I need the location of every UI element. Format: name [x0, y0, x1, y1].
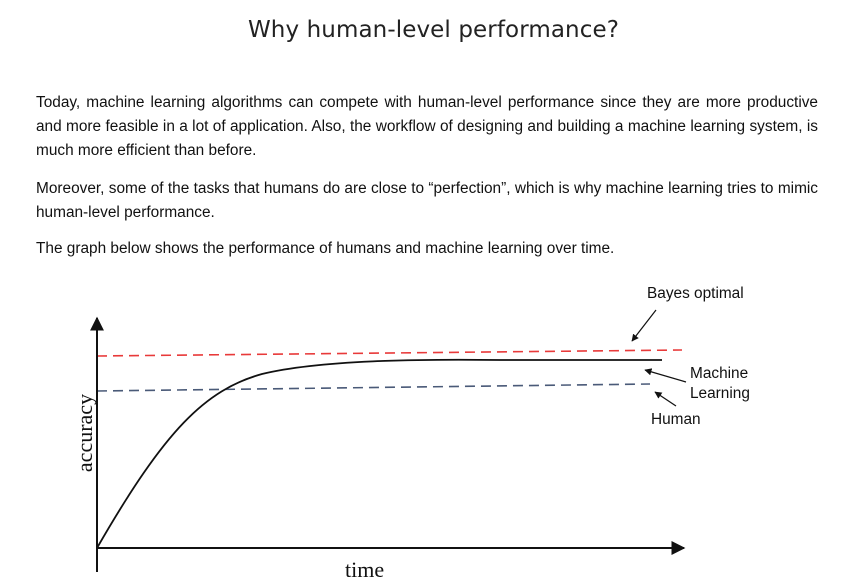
- intro-paragraph: Today, machine learning algorithms can c…: [36, 94, 818, 159]
- machine-learning-label: Machine Learning: [690, 364, 750, 404]
- human-level-line: [96, 383, 651, 392]
- perfection-paragraph: Moreover, some of the tasks that humans …: [36, 180, 818, 221]
- bayes-optimal-label: Bayes optimal: [647, 285, 744, 302]
- bayes-optimal-pointer-arrow: [631, 309, 657, 342]
- machine-learning-pointer-arrow: [644, 368, 687, 383]
- graph-intro-paragraph: The graph below shows the performance of…: [36, 240, 615, 257]
- human-label: Human: [651, 411, 701, 428]
- machine-learning-curve: [96, 358, 662, 549]
- human-pointer-arrow: [654, 391, 677, 407]
- page-title: Why human-level performance?: [247, 17, 620, 43]
- machine-learning-label-line1: Machine: [690, 365, 749, 382]
- machine-learning-label-line2: Learning: [690, 385, 750, 402]
- bayes-optimal-line: [96, 349, 683, 357]
- y-axis-label: accuracy: [72, 393, 97, 473]
- x-axis-label: time: [345, 557, 385, 582]
